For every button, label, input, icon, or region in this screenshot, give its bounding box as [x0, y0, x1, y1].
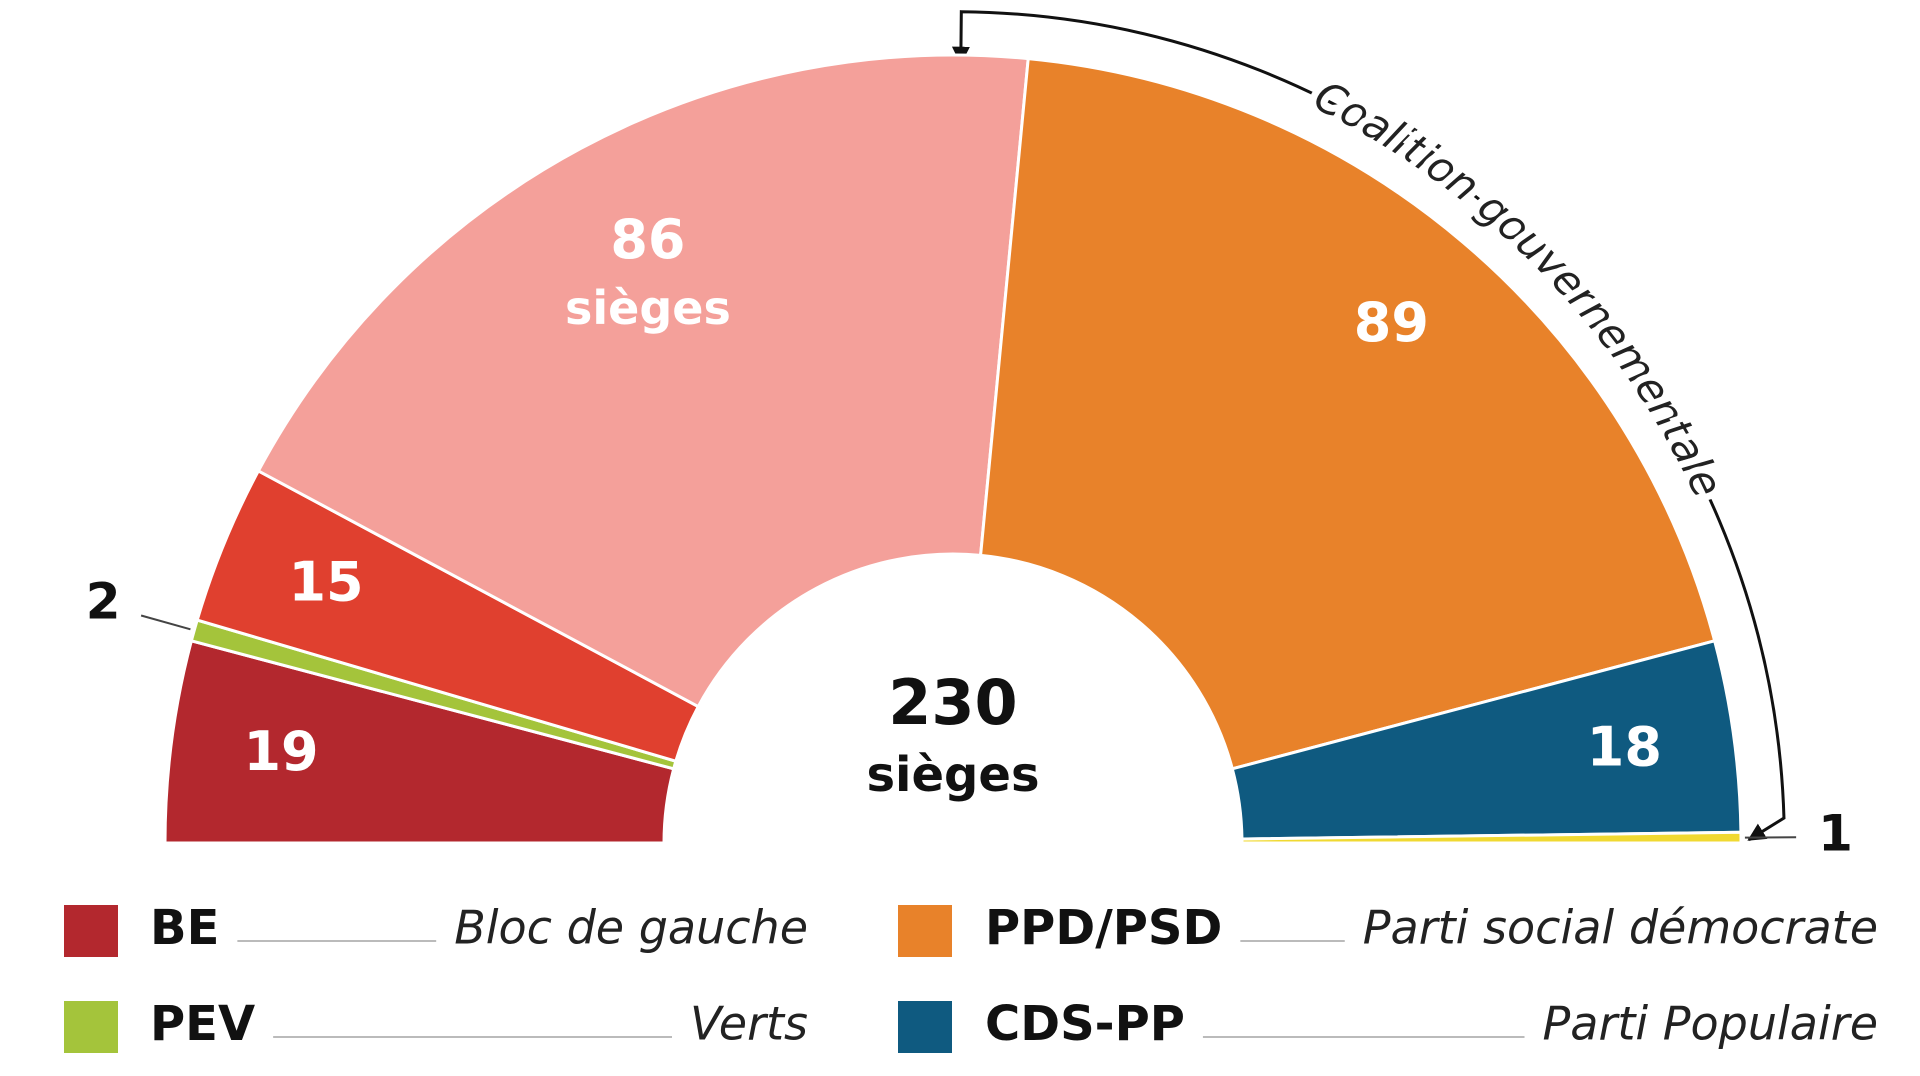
- leader-line: [140, 614, 191, 631]
- value-label: 15: [288, 550, 363, 613]
- value-label: 18: [1587, 715, 1662, 778]
- legend-swatch: [898, 1001, 952, 1053]
- legend-swatch: [64, 905, 118, 957]
- bracket-line: [951, 10, 1786, 842]
- legend-name: PEV: [150, 996, 255, 1052]
- legend-swatch: [64, 1001, 118, 1053]
- legend-desc: Parti Populaire: [1543, 997, 1878, 1051]
- segment: [256, 53, 1030, 709]
- value-label: 19: [243, 720, 318, 783]
- segment: [1240, 830, 1743, 845]
- total-value: 230: [888, 666, 1017, 739]
- legend-name: BE: [150, 900, 219, 956]
- coalition-bracket: [951, 10, 1786, 842]
- total-label: sièges: [866, 747, 1039, 803]
- seat-label: sièges: [565, 281, 731, 335]
- legend-desc: Parti social démocrate: [1363, 901, 1878, 955]
- value-label: 2: [86, 572, 121, 630]
- segment: [978, 56, 1717, 771]
- value-label: 86: [610, 208, 685, 271]
- value-label: 1: [1818, 804, 1853, 862]
- legend-desc: Verts: [690, 997, 808, 1051]
- legend-name: PPD/PSD: [985, 900, 1222, 956]
- legend-swatch: [898, 905, 952, 957]
- segments: [163, 53, 1743, 845]
- legend-name: CDS-PP: [985, 996, 1185, 1052]
- legend-desc: Bloc de gauche: [454, 901, 808, 955]
- value-label: 89: [1354, 291, 1429, 354]
